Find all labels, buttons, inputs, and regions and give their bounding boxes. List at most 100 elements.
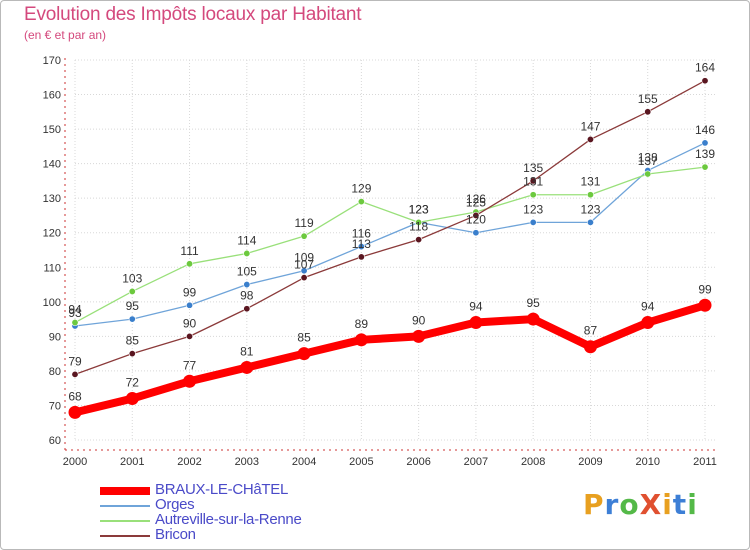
data-label: 109	[294, 251, 314, 265]
series-bricon	[71, 77, 709, 378]
y-tick-label: 130	[43, 193, 61, 205]
data-label: 118	[409, 220, 428, 234]
data-label: 105	[237, 265, 257, 279]
data-label: 164	[695, 61, 715, 75]
data-point	[529, 177, 537, 185]
data-label: 94	[641, 300, 655, 314]
y-tick-label: 140	[43, 159, 61, 171]
data-label: 123	[409, 202, 429, 216]
data-label: 77	[183, 358, 197, 372]
legend-item: BRAUX-LE-CHâTEL	[100, 481, 400, 498]
x-tick-label: 2000	[63, 456, 87, 468]
data-label: 90	[412, 313, 426, 327]
data-point	[469, 316, 483, 330]
data-label: 139	[695, 147, 715, 161]
series-line	[71, 301, 709, 417]
y-tick-label: 80	[49, 366, 61, 378]
axes	[64, 58, 715, 451]
data-point	[472, 211, 480, 219]
legend-swatch	[100, 505, 150, 507]
data-point	[240, 360, 254, 374]
data-point	[300, 274, 308, 282]
y-tick-label: 110	[43, 262, 61, 274]
data-label: 94	[68, 303, 82, 317]
data-label: 113	[352, 237, 371, 251]
data-point	[698, 298, 712, 312]
data-point	[415, 218, 423, 226]
data-label: 131	[523, 175, 543, 189]
data-point	[300, 267, 308, 275]
data-point	[128, 287, 136, 295]
data-label: 137	[638, 154, 658, 168]
data-point	[357, 253, 365, 261]
y-tick-label: 120	[43, 228, 61, 240]
data-label: 95	[126, 299, 140, 313]
series-group	[68, 77, 712, 419]
x-tick-label: 2006	[406, 456, 430, 468]
x-tick-label: 2011	[693, 456, 717, 468]
legend-item: Autreville-sur-la-Renne	[100, 511, 400, 528]
x-tick-label: 2009	[578, 456, 602, 468]
x-axis-ticks: 2000 2001 2002 2003 2004 2005 2006 2007 2008 2009…	[63, 456, 717, 468]
series-orges	[71, 139, 709, 330]
logo-letter: o	[619, 488, 640, 521]
data-label: 103	[122, 271, 142, 285]
data-label: 81	[240, 344, 254, 358]
y-axis-ticks: 60 70 80 90 100 110 120 130 140 150 160 170	[43, 55, 61, 447]
chart-subtitle: (en € et par an)	[24, 28, 107, 42]
x-tick-label: 2001	[120, 456, 144, 468]
data-point	[186, 260, 194, 268]
data-point	[644, 108, 652, 116]
data-label: 72	[126, 376, 140, 390]
data-point	[641, 316, 655, 330]
data-point	[472, 229, 480, 237]
data-labels: 93 95 99 105 109 116 123 120 123 123 138 146 94 103 11…	[68, 61, 715, 404]
data-point	[586, 135, 594, 143]
data-point	[701, 77, 709, 85]
data-point	[357, 243, 365, 251]
legend-label: Autreville-sur-la-Renne	[155, 511, 302, 528]
data-label: 120	[466, 213, 486, 227]
series-braux-le-ch-tel	[68, 298, 712, 419]
logo-letter: P	[583, 488, 605, 521]
data-label: 131	[580, 175, 600, 189]
data-point	[128, 350, 136, 358]
data-point	[526, 312, 540, 326]
series-line	[74, 80, 706, 376]
data-label: 123	[409, 202, 429, 216]
x-tick-label: 2002	[177, 456, 201, 468]
data-label: 99	[183, 285, 197, 299]
data-label: 146	[695, 123, 715, 137]
data-point	[183, 374, 197, 388]
logo-letter: i	[687, 488, 698, 521]
data-point	[529, 191, 537, 199]
legend-label: Bricon	[155, 526, 196, 543]
legend-swatch	[100, 487, 150, 495]
x-tick-label: 2010	[635, 456, 659, 468]
data-point	[701, 163, 709, 171]
chart-title: Evolution des Impôts locaux par Habitant	[24, 4, 362, 25]
x-tick-label: 2004	[292, 456, 316, 468]
legend-item: Orges	[100, 496, 400, 513]
data-point	[357, 198, 365, 206]
data-point	[415, 236, 423, 244]
series-line	[74, 142, 706, 327]
logo-letter: t	[672, 488, 688, 521]
data-label: 126	[466, 192, 486, 206]
y-tick-label: 150	[43, 124, 61, 136]
data-label: 98	[240, 289, 254, 303]
x-tick-label: 2003	[235, 456, 259, 468]
data-label: 138	[638, 151, 658, 165]
data-label: 90	[183, 316, 197, 330]
legend-swatch	[100, 535, 150, 537]
data-label: 85	[297, 331, 311, 345]
y-tick-label: 170	[43, 55, 61, 67]
legend-item: Bricon	[100, 526, 400, 543]
y-tick-label: 90	[49, 331, 61, 343]
data-label: 147	[580, 119, 600, 133]
data-label: 123	[580, 202, 600, 216]
data-point	[186, 332, 194, 340]
logo-letter: r	[604, 488, 620, 521]
data-label: 87	[584, 324, 598, 338]
